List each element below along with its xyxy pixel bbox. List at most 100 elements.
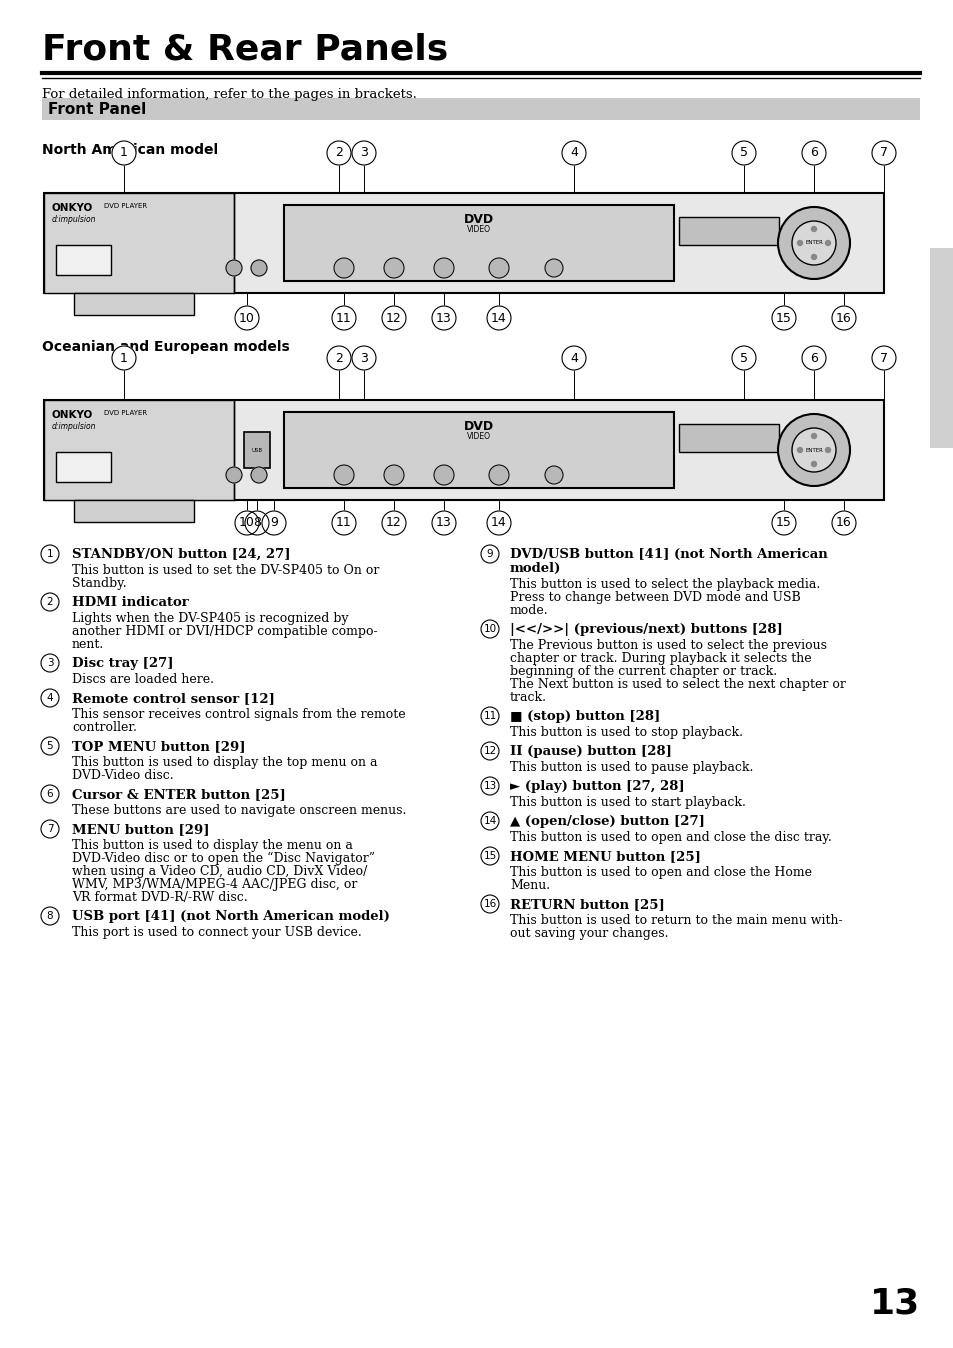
Text: 13: 13: [436, 311, 452, 325]
Circle shape: [480, 811, 498, 830]
Circle shape: [432, 511, 456, 535]
Circle shape: [480, 847, 498, 865]
Circle shape: [544, 259, 562, 276]
Text: 2: 2: [335, 147, 342, 159]
Circle shape: [226, 260, 242, 276]
Text: ▲ (open/close) button [27]: ▲ (open/close) button [27]: [510, 816, 704, 828]
Text: 4: 4: [47, 693, 53, 704]
Text: HOME MENU button [25]: HOME MENU button [25]: [510, 851, 700, 863]
Text: Discs are loaded here.: Discs are loaded here.: [71, 673, 213, 686]
Text: VIDEO: VIDEO: [467, 431, 491, 441]
Text: 14: 14: [483, 816, 497, 826]
Text: This button is used to start playback.: This button is used to start playback.: [510, 797, 745, 809]
Text: beginning of the current chapter or track.: beginning of the current chapter or trac…: [510, 665, 777, 678]
Text: mode.: mode.: [510, 604, 548, 617]
Circle shape: [778, 414, 849, 487]
Circle shape: [41, 545, 59, 563]
Text: 16: 16: [483, 899, 497, 909]
Text: ONKYO: ONKYO: [52, 410, 93, 421]
Circle shape: [262, 511, 286, 535]
Text: Oceanian and European models: Oceanian and European models: [42, 340, 290, 355]
Circle shape: [251, 466, 267, 483]
Bar: [44, 193, 883, 293]
Text: 16: 16: [835, 516, 851, 530]
Text: 7: 7: [879, 352, 887, 364]
Text: model): model): [510, 562, 560, 576]
Bar: [56, 452, 111, 483]
Circle shape: [251, 260, 267, 276]
Bar: [244, 431, 270, 468]
Circle shape: [771, 511, 795, 535]
Text: ■ (stop) button [28]: ■ (stop) button [28]: [510, 710, 659, 723]
Text: This button is used to stop playback.: This button is used to stop playback.: [510, 727, 742, 739]
Text: Press to change between DVD mode and USB: Press to change between DVD mode and USB: [510, 590, 800, 604]
Circle shape: [811, 255, 816, 260]
Text: 12: 12: [386, 516, 401, 530]
Circle shape: [778, 208, 849, 279]
Circle shape: [434, 465, 454, 485]
Circle shape: [480, 620, 498, 638]
Text: ONKYO: ONKYO: [52, 204, 93, 213]
Text: 16: 16: [835, 311, 851, 325]
Circle shape: [544, 466, 562, 484]
Text: 14: 14: [491, 516, 506, 530]
Text: 15: 15: [775, 516, 791, 530]
Bar: [679, 217, 779, 245]
Circle shape: [327, 142, 351, 164]
Text: 11: 11: [483, 710, 497, 721]
Circle shape: [332, 306, 355, 330]
Text: 14: 14: [491, 311, 506, 325]
Circle shape: [480, 741, 498, 760]
Circle shape: [801, 346, 825, 369]
Text: Front Panel: Front Panel: [48, 102, 146, 117]
Text: 7: 7: [47, 824, 53, 834]
Circle shape: [245, 511, 269, 535]
Circle shape: [489, 465, 509, 485]
Text: 1: 1: [120, 147, 128, 159]
Text: 11: 11: [335, 311, 352, 325]
Circle shape: [811, 461, 816, 466]
Text: chapter or track. During playback it selects the: chapter or track. During playback it sel…: [510, 652, 811, 665]
Text: 3: 3: [47, 658, 53, 669]
Circle shape: [384, 465, 403, 485]
Text: This button is used to pause playback.: This button is used to pause playback.: [510, 762, 753, 774]
Text: 3: 3: [359, 147, 368, 159]
Circle shape: [384, 257, 403, 278]
Text: This button is used to display the menu on a: This button is used to display the menu …: [71, 838, 353, 852]
Text: DVD: DVD: [463, 421, 494, 433]
Text: 15: 15: [483, 851, 497, 861]
Bar: [74, 293, 193, 315]
Text: For detailed information, refer to the pages in brackets.: For detailed information, refer to the p…: [42, 88, 416, 101]
Circle shape: [434, 257, 454, 278]
Circle shape: [811, 434, 816, 438]
Text: VIDEO: VIDEO: [467, 225, 491, 235]
Circle shape: [871, 346, 895, 369]
Text: DVD: DVD: [463, 213, 494, 226]
Circle shape: [112, 346, 136, 369]
Circle shape: [871, 142, 895, 164]
Circle shape: [801, 142, 825, 164]
Text: TOP MENU button [29]: TOP MENU button [29]: [71, 740, 245, 754]
Text: This button is used to open and close the disc tray.: This button is used to open and close th…: [510, 830, 831, 844]
Text: STANDBY/ON button [24, 27]: STANDBY/ON button [24, 27]: [71, 549, 291, 561]
Text: This button is used to return to the main menu with-: This button is used to return to the mai…: [510, 914, 841, 927]
Circle shape: [41, 737, 59, 755]
Text: 12: 12: [483, 745, 497, 756]
Bar: [42, 98, 919, 120]
Text: 4: 4: [570, 147, 578, 159]
Text: North American model: North American model: [42, 143, 218, 156]
Circle shape: [486, 306, 511, 330]
Circle shape: [41, 907, 59, 925]
Circle shape: [561, 346, 585, 369]
Circle shape: [831, 511, 855, 535]
Text: 6: 6: [809, 147, 817, 159]
Circle shape: [480, 706, 498, 725]
Circle shape: [791, 429, 835, 472]
Circle shape: [480, 895, 498, 913]
Circle shape: [327, 346, 351, 369]
Text: MENU button [29]: MENU button [29]: [71, 824, 210, 836]
Text: 4: 4: [570, 352, 578, 364]
Text: 13: 13: [436, 516, 452, 530]
Circle shape: [41, 654, 59, 673]
Text: |<</>>| (previous/next) buttons [28]: |<</>>| (previous/next) buttons [28]: [510, 623, 781, 636]
